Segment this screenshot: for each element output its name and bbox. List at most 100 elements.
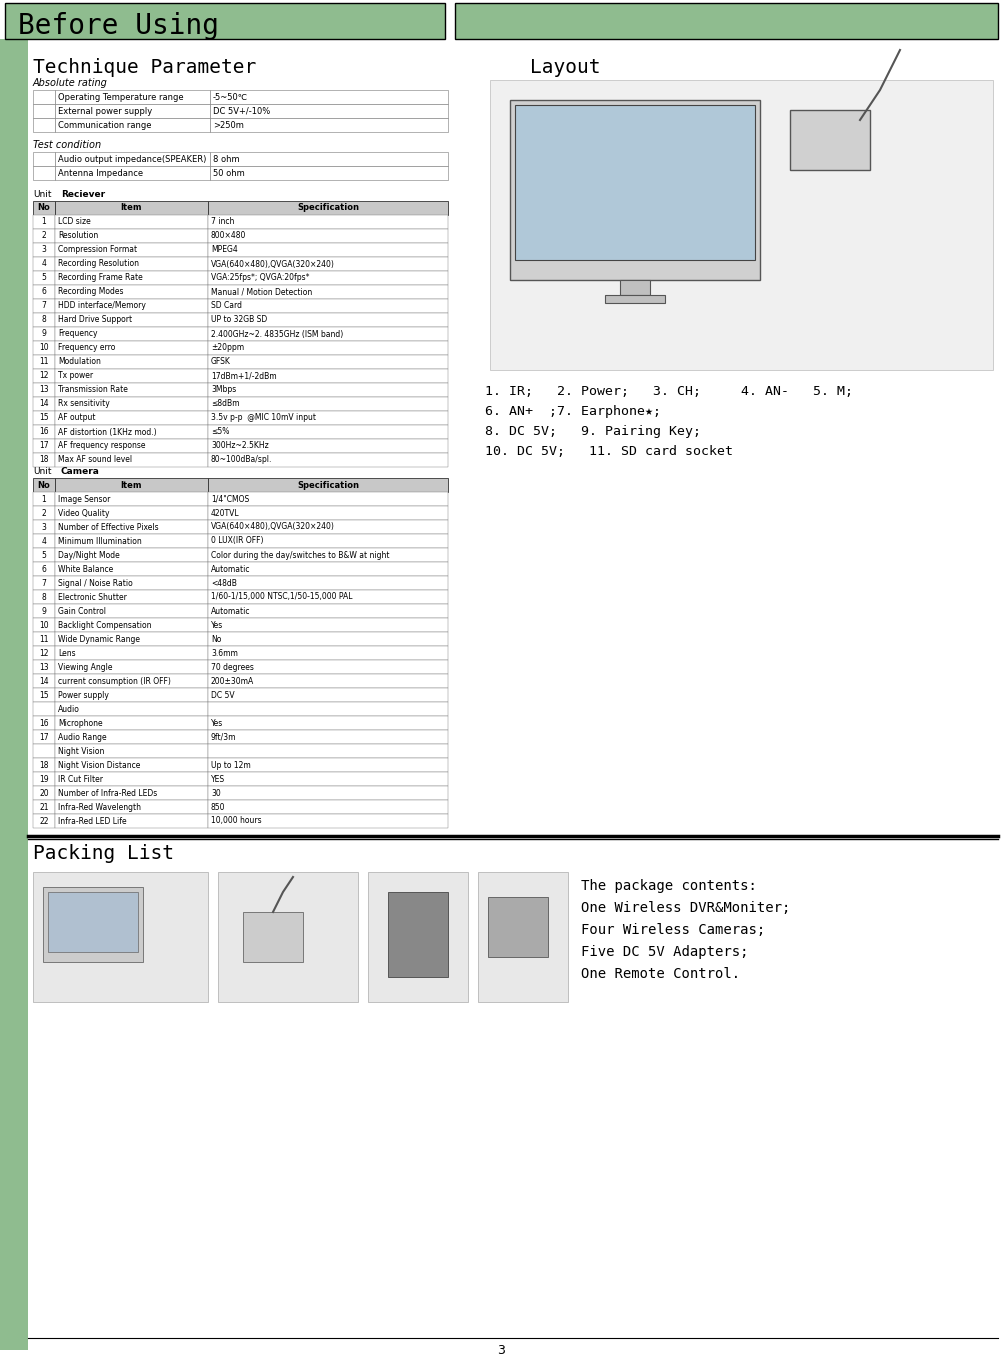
Bar: [207, 478, 448, 492]
Text: Recording Frame Rate: Recording Frame Rate: [58, 273, 142, 283]
Bar: [55, 716, 207, 729]
Bar: [33, 167, 55, 180]
Text: AF distortion (1KHz mod.): AF distortion (1KHz mod.): [58, 428, 156, 437]
Text: 8: 8: [42, 316, 46, 325]
Text: Automatic: Automatic: [210, 564, 250, 574]
Bar: [5, 3, 445, 40]
Text: 11: 11: [39, 634, 49, 643]
Bar: [33, 382, 55, 398]
Bar: [490, 81, 992, 370]
Bar: [514, 105, 755, 260]
Text: MPEG4: MPEG4: [210, 246, 237, 254]
Bar: [55, 214, 207, 229]
Bar: [207, 632, 448, 646]
Bar: [33, 548, 55, 561]
Text: Backlight Compensation: Backlight Compensation: [58, 620, 151, 630]
Text: 7: 7: [41, 578, 46, 587]
Bar: [55, 398, 207, 411]
Text: 20: 20: [39, 788, 49, 798]
Bar: [55, 104, 209, 117]
Text: Night Vision Distance: Night Vision Distance: [58, 761, 140, 769]
Bar: [55, 814, 207, 828]
Text: 22: 22: [39, 817, 49, 825]
Text: Day/Night Mode: Day/Night Mode: [58, 550, 119, 560]
Bar: [33, 561, 55, 576]
Text: <48dB: <48dB: [210, 578, 236, 587]
Text: Audio Range: Audio Range: [58, 732, 106, 742]
Bar: [33, 660, 55, 673]
Text: Frequency erro: Frequency erro: [58, 343, 115, 352]
Text: Color during the day/switches to B&W at night: Color during the day/switches to B&W at …: [210, 550, 389, 560]
Text: 70 degrees: 70 degrees: [210, 663, 254, 672]
Text: 8. DC 5V;   9. Pairing Key;: 8. DC 5V; 9. Pairing Key;: [485, 425, 700, 438]
Text: External power supply: External power supply: [58, 107, 152, 116]
Text: 18: 18: [39, 455, 49, 464]
Text: 10. DC 5V;   11. SD card socket: 10. DC 5V; 11. SD card socket: [485, 445, 732, 458]
Text: 10,000 hours: 10,000 hours: [210, 817, 262, 825]
Bar: [207, 398, 448, 411]
Text: 5: 5: [41, 273, 46, 283]
Text: Up to 12m: Up to 12m: [210, 761, 250, 769]
Text: 12: 12: [39, 649, 49, 657]
Text: VGA(640×480),QVGA(320×240): VGA(640×480),QVGA(320×240): [210, 523, 335, 531]
Bar: [207, 520, 448, 534]
Text: 80~100dBa/spl.: 80~100dBa/spl.: [210, 455, 273, 464]
Text: Image Sensor: Image Sensor: [58, 494, 110, 504]
Bar: [455, 3, 997, 40]
Text: SD Card: SD Card: [210, 302, 241, 310]
Text: Before Using: Before Using: [18, 12, 218, 40]
Bar: [33, 313, 55, 326]
Bar: [55, 167, 209, 180]
Bar: [207, 411, 448, 425]
Bar: [207, 604, 448, 617]
Bar: [33, 229, 55, 243]
Text: Communication range: Communication range: [58, 120, 151, 130]
Text: Compression Format: Compression Format: [58, 246, 137, 254]
Bar: [33, 744, 55, 758]
Bar: [209, 167, 448, 180]
Bar: [207, 617, 448, 632]
Bar: [55, 604, 207, 617]
Text: 420TVL: 420TVL: [210, 508, 239, 518]
Text: 2.400GHz~2. 4835GHz (ISM band): 2.400GHz~2. 4835GHz (ISM band): [210, 329, 343, 339]
Text: 3: 3: [41, 523, 46, 531]
Bar: [33, 257, 55, 270]
Bar: [55, 590, 207, 604]
Bar: [55, 520, 207, 534]
Text: DC 5V+/-10%: DC 5V+/-10%: [212, 107, 270, 116]
Bar: [55, 285, 207, 299]
Bar: [207, 758, 448, 772]
Bar: [33, 201, 55, 214]
Text: 3.6mm: 3.6mm: [210, 649, 237, 657]
Bar: [33, 872, 207, 1003]
Bar: [207, 382, 448, 398]
Bar: [207, 326, 448, 342]
Bar: [207, 355, 448, 369]
Text: YES: YES: [210, 775, 224, 784]
Bar: [55, 270, 207, 285]
Text: Yes: Yes: [210, 719, 223, 728]
Text: Wide Dynamic Range: Wide Dynamic Range: [58, 634, 140, 643]
Bar: [33, 342, 55, 355]
Bar: [604, 295, 664, 303]
Text: ≤8dBm: ≤8dBm: [210, 399, 239, 408]
Bar: [33, 214, 55, 229]
Text: 14: 14: [39, 676, 49, 686]
Text: Recording Resolution: Recording Resolution: [58, 260, 139, 269]
Text: Infra-Red LED Life: Infra-Red LED Life: [58, 817, 126, 825]
Text: -5~50℃: -5~50℃: [212, 93, 247, 101]
Bar: [55, 576, 207, 590]
Text: >250m: >250m: [212, 120, 243, 130]
Bar: [207, 201, 448, 214]
Bar: [207, 785, 448, 800]
Bar: [207, 590, 448, 604]
Bar: [207, 492, 448, 505]
Bar: [207, 729, 448, 744]
Bar: [488, 897, 547, 958]
Bar: [33, 814, 55, 828]
Text: Tx power: Tx power: [58, 372, 93, 381]
Bar: [33, 772, 55, 785]
Bar: [207, 369, 448, 382]
Text: Four Wireless Cameras;: Four Wireless Cameras;: [580, 923, 765, 937]
Text: 1: 1: [42, 217, 46, 227]
